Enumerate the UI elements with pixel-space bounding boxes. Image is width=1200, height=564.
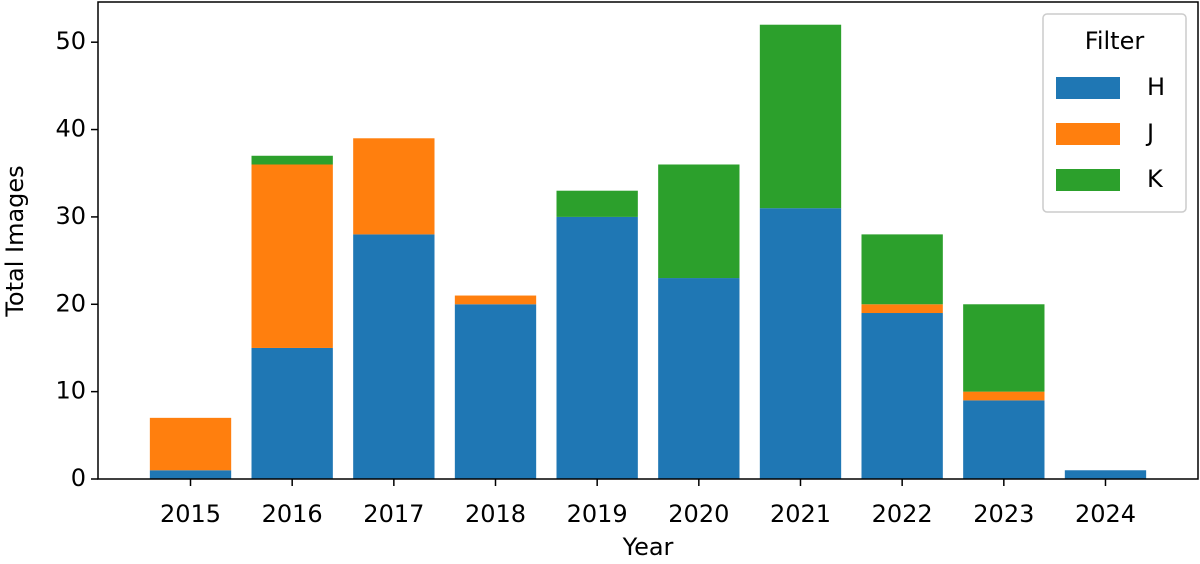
bar-segment xyxy=(861,304,943,314)
x-tick-label: 2024 xyxy=(1075,500,1136,528)
y-axis-label: Total Images xyxy=(1,165,29,317)
x-tick-label: 2017 xyxy=(363,500,424,528)
bar-segment xyxy=(353,138,435,235)
legend-label: K xyxy=(1147,165,1164,193)
bar-segment xyxy=(251,155,333,165)
x-tick-label: 2022 xyxy=(872,500,933,528)
legend-label: J xyxy=(1145,119,1154,147)
legend-title: Filter xyxy=(1085,27,1145,55)
x-tick-label: 2021 xyxy=(770,500,831,528)
y-tick-label: 30 xyxy=(55,202,86,230)
bar-segment xyxy=(353,234,435,479)
bar-segment xyxy=(658,164,740,279)
x-tick-label: 2019 xyxy=(567,500,628,528)
bar-segment xyxy=(963,304,1045,392)
bar-segment xyxy=(454,295,537,305)
bar-segment xyxy=(1064,470,1147,479)
x-tick-label: 2016 xyxy=(262,500,323,528)
y-tick-label: 0 xyxy=(71,464,86,492)
x-tick-label: 2020 xyxy=(668,500,729,528)
legend-frame xyxy=(1042,13,1187,213)
y-tick-label: 40 xyxy=(55,115,86,143)
legend-swatch xyxy=(1056,123,1120,145)
legend-label: H xyxy=(1147,73,1165,101)
bar-segment xyxy=(251,347,333,479)
bar-segment xyxy=(454,304,537,479)
legend-swatch xyxy=(1056,169,1120,191)
bar-segment xyxy=(963,400,1045,479)
bar-segment xyxy=(963,391,1045,401)
bar-segment xyxy=(759,208,842,479)
bar-segment xyxy=(759,24,842,209)
bar-segment xyxy=(556,216,638,479)
bar-segment xyxy=(149,470,232,479)
bar-segment xyxy=(149,417,232,471)
bar-segment xyxy=(556,190,638,217)
x-tick-label: 2018 xyxy=(465,500,526,528)
legend-swatch xyxy=(1056,77,1120,99)
x-tick-label: 2015 xyxy=(160,500,221,528)
bar-segment xyxy=(861,234,943,305)
axes-frame xyxy=(97,1,1199,480)
bar-segment xyxy=(861,313,943,479)
bar-segment xyxy=(251,164,333,348)
bar-segment xyxy=(658,278,740,479)
y-tick-label: 20 xyxy=(55,289,86,317)
x-tick-label: 2023 xyxy=(973,500,1034,528)
y-tick-label: 50 xyxy=(55,27,86,55)
y-tick-label: 10 xyxy=(55,377,86,405)
x-axis-label: Year xyxy=(622,533,674,561)
